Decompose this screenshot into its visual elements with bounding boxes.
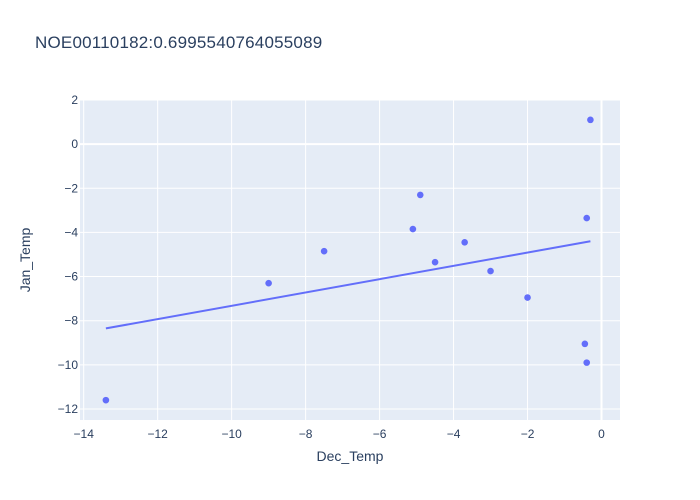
x-axis-title: Dec_Temp <box>317 448 384 464</box>
data-point[interactable] <box>416 191 424 199</box>
y-tick-label: −12 <box>58 402 79 416</box>
y-axis-title: Jan_Temp <box>17 227 33 292</box>
data-point[interactable] <box>320 247 328 255</box>
data-point[interactable] <box>461 239 468 246</box>
data-point[interactable] <box>431 258 439 266</box>
x-tick-label: −10 <box>221 427 242 441</box>
regression-line <box>105 240 591 330</box>
y-tick-label: −2 <box>64 181 78 195</box>
y-tick-label: −8 <box>64 314 78 328</box>
chart-title: NOE00110182:0.6995540764055089 <box>35 33 323 52</box>
data-point[interactable] <box>409 225 417 233</box>
x-tick-label: −14 <box>74 427 95 441</box>
data-point[interactable] <box>581 340 589 348</box>
y-tick-label: 2 <box>71 93 78 107</box>
x-tick-label: −8 <box>299 427 313 441</box>
data-point[interactable] <box>524 294 531 301</box>
x-tick-label: −4 <box>447 427 461 441</box>
y-tick-label: −10 <box>58 358 79 372</box>
x-tick-label: −6 <box>373 427 387 441</box>
y-tick-label: 0 <box>71 137 78 151</box>
y-tick-label: −6 <box>64 270 78 284</box>
x-tick-label: 0 <box>598 427 605 441</box>
data-point[interactable] <box>265 279 272 287</box>
data-point[interactable] <box>487 267 494 275</box>
data-point[interactable] <box>102 396 110 404</box>
x-tick-label: −2 <box>521 427 535 441</box>
y-tick-label: −4 <box>64 225 78 239</box>
data-point[interactable] <box>583 214 591 222</box>
plot-area <box>80 100 620 420</box>
data-point[interactable] <box>583 359 591 366</box>
x-tick-label: −12 <box>147 427 168 441</box>
data-point[interactable] <box>587 116 594 124</box>
